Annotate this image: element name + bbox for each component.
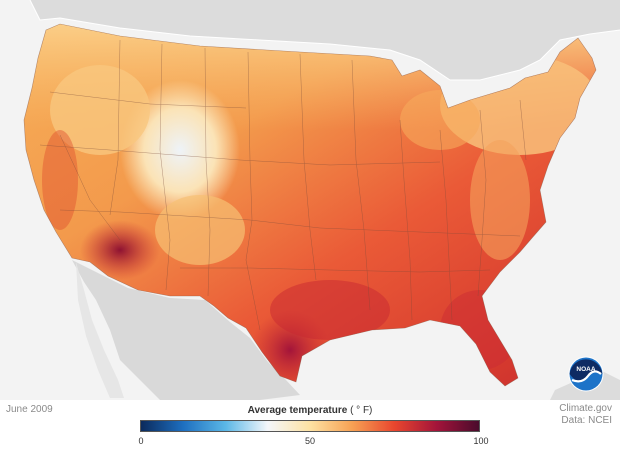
map-footer: June 2009 Average temperature ( ° F) 0 5… xyxy=(0,400,620,450)
legend-color-bar xyxy=(140,420,480,432)
credit-data: Data: NCEI xyxy=(561,415,612,426)
state-borders xyxy=(39,39,527,331)
legend-title: Average temperature ( ° F) xyxy=(140,405,480,416)
noaa-logo-text: NOAA xyxy=(576,366,595,373)
mexico-landmass xyxy=(72,260,300,400)
legend-title-text: Average temperature xyxy=(247,405,348,416)
temperature-map xyxy=(0,0,620,400)
credit-block: Climate.gov Data: NCEI xyxy=(559,403,612,427)
canada-border xyxy=(29,0,620,81)
canada-landmass xyxy=(0,0,620,80)
baja-peninsula xyxy=(76,262,124,398)
noaa-logo-icon: NOAA xyxy=(568,356,604,392)
credit-source: Climate.gov xyxy=(559,403,612,414)
legend-unit: ( ° F) xyxy=(350,405,373,416)
legend-tick-max: 100 xyxy=(473,436,489,446)
legend-tick-min: 0 xyxy=(138,436,144,446)
map-date: June 2009 xyxy=(6,404,53,415)
legend-tick-mid: 50 xyxy=(304,436,315,446)
